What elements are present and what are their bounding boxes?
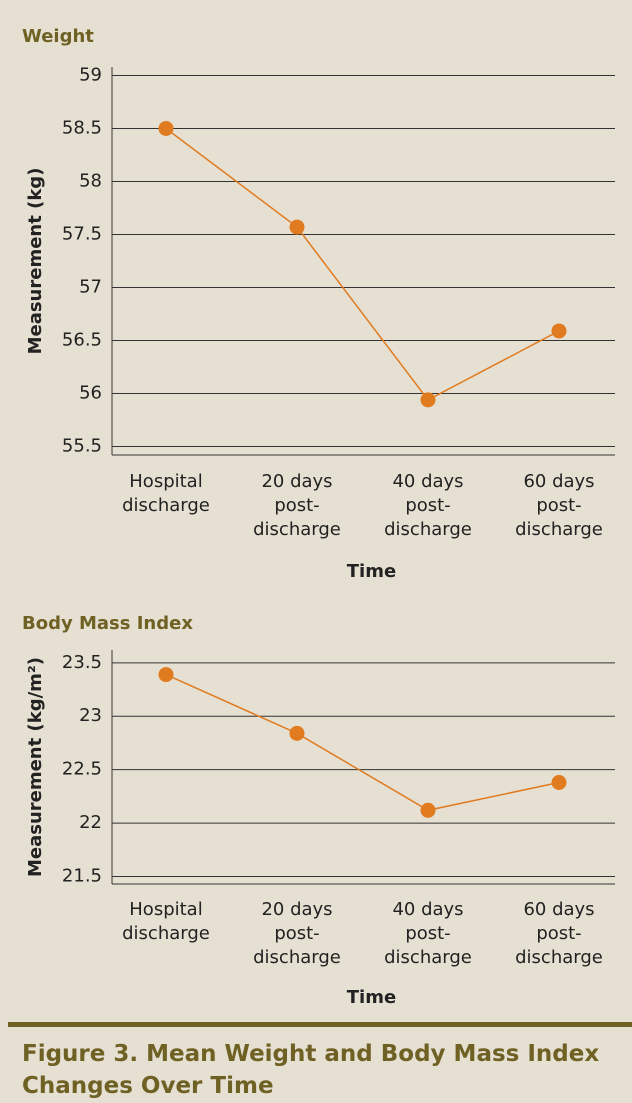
x-tick-label: Hospital discharge (122, 899, 210, 944)
point (289, 725, 305, 741)
x-tick-label: 60 days post-discharge (515, 471, 603, 540)
y-tick-label: 56.5 (62, 330, 102, 351)
x-axis-label: Time (347, 987, 396, 1008)
y-tick-label: 55.5 (62, 436, 102, 457)
x-tick-label: 40 days post-discharge (384, 471, 472, 540)
x-tick-label: 20 days post-discharge (253, 899, 341, 968)
x-tick-label: 60 days post-discharge (515, 899, 603, 968)
y-axis-label: Measurement (kg) (25, 168, 46, 355)
point (420, 392, 436, 408)
caption: Figure 3. Mean Weight and Body Mass Inde… (22, 1041, 600, 1099)
point (420, 802, 436, 818)
chart-title: Weight (22, 26, 94, 47)
y-tick-label: 57.5 (62, 223, 102, 244)
y-tick-label: 23.5 (62, 652, 102, 673)
y-tick-label: 59 (79, 64, 102, 85)
y-axis-label: Measurement (kg/m²) (25, 657, 46, 877)
y-tick-label: 23 (79, 705, 102, 726)
y-tick-label: 21.5 (62, 866, 102, 887)
point (158, 120, 174, 136)
x-axis-label: Time (347, 561, 396, 582)
caption-rule (8, 1022, 632, 1027)
y-tick-label: 58.5 (62, 117, 102, 138)
point (551, 323, 567, 339)
point (158, 667, 174, 683)
x-tick-label: 20 days post-discharge (253, 471, 341, 540)
y-tick-label: 58 (79, 170, 102, 191)
point (289, 219, 305, 235)
x-tick-label: 40 days post-discharge (384, 899, 472, 968)
y-tick-label: 22 (79, 812, 102, 833)
point (551, 774, 567, 790)
line (165, 673, 560, 812)
x-tick-label: Hospital discharge (122, 471, 210, 516)
y-tick-label: 22.5 (62, 759, 102, 780)
y-tick-label: 57 (79, 277, 102, 298)
line (165, 127, 560, 401)
chart-title: Body Mass Index (22, 613, 193, 634)
y-tick-label: 56 (79, 383, 102, 404)
